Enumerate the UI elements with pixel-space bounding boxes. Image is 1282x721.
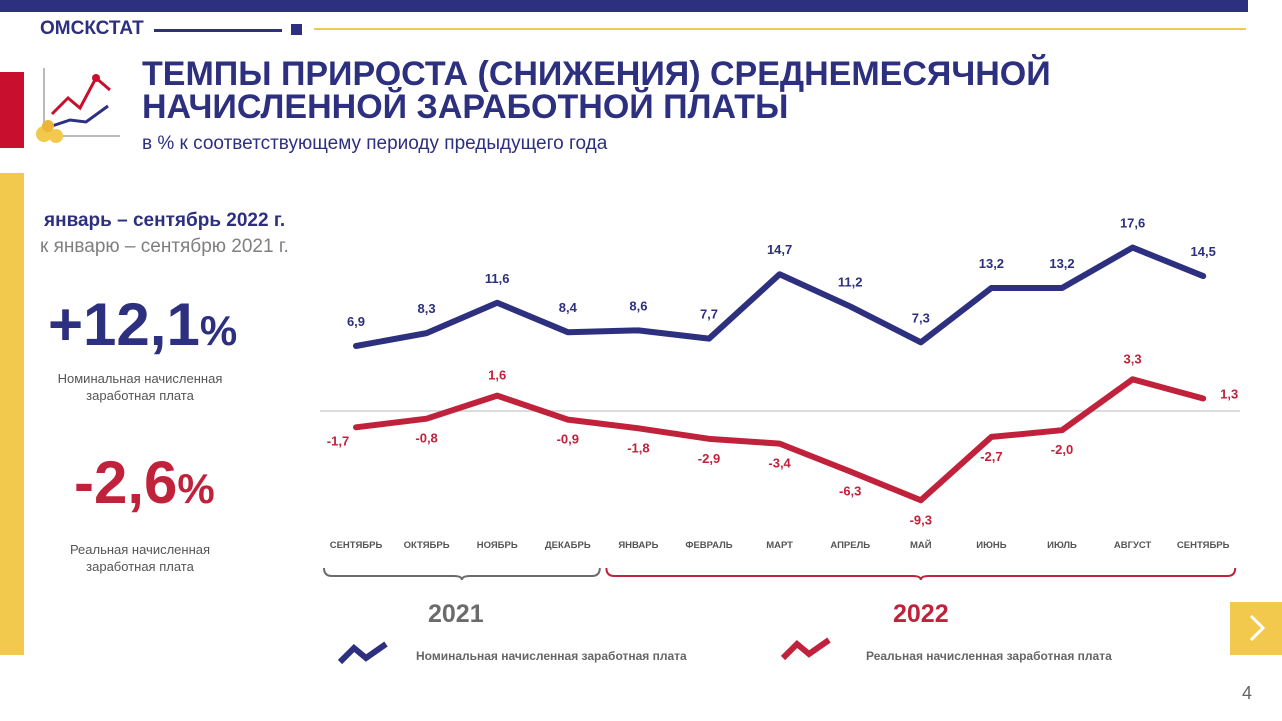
data-label-real: -6,3	[839, 483, 861, 498]
next-slide-button[interactable]	[1230, 602, 1282, 655]
data-label-real: -2,0	[1051, 442, 1073, 457]
data-label-nominal: 13,2	[979, 256, 1004, 271]
category-label: НОЯБРЬ	[477, 540, 518, 551]
data-label-real: -1,8	[627, 440, 649, 455]
top-bar	[0, 0, 1248, 12]
data-label-nominal: 7,3	[912, 310, 930, 325]
nominal-wage-value: +12,1%	[48, 290, 237, 359]
category-label: АПРЕЛЬ	[830, 540, 870, 551]
category-label: МАРТ	[766, 540, 793, 551]
nominal-caption-line-2: заработная плата	[86, 388, 194, 403]
year-bracket-2021	[323, 567, 601, 581]
real-wage-number: -2,6	[74, 449, 178, 516]
data-label-nominal: 14,5	[1191, 244, 1216, 259]
category-label: ИЮЛЬ	[1047, 540, 1077, 551]
data-label-nominal: 6,9	[347, 314, 365, 329]
data-label-real: -0,9	[557, 432, 579, 447]
data-label-nominal: 8,3	[418, 301, 436, 316]
nominal-wage-caption: Номинальная начисленная заработная плата	[50, 370, 230, 404]
nominal-caption-line-1: Номинальная начисленная	[57, 371, 223, 386]
chevron-right-icon	[1249, 614, 1266, 642]
data-label-nominal: 8,6	[629, 298, 647, 313]
period-label: январь – сентябрь 2022 г.	[44, 210, 286, 231]
legend-label-real: Реальная начисленная заработная плата	[866, 649, 1112, 663]
growth-chart-icon	[36, 68, 120, 143]
category-label: МАЙ	[910, 539, 932, 551]
category-label: ЯНВАРЬ	[618, 540, 658, 551]
base-period-label: к январю – сентябрю 2021 г.	[40, 236, 289, 257]
nominal-wage-unit: %	[199, 307, 238, 354]
year-label-2022: 2022	[893, 600, 949, 628]
page-title: ТЕМПЫ ПРИРОСТА (СНИЖЕНИЯ) СРЕДНЕМЕСЯЧНОЙ…	[142, 55, 1142, 126]
data-label-real: -9,3	[910, 512, 932, 527]
real-caption-line-1: Реальная начисленная	[69, 542, 211, 557]
header-rule-square	[291, 24, 302, 35]
data-label-real: 1,3	[1220, 387, 1238, 402]
real-caption-line-2: заработная плата	[86, 559, 194, 574]
category-label: АВГУСТ	[1114, 540, 1152, 551]
data-label-nominal: 14,7	[767, 242, 792, 257]
legend-label-nominal: Номинальная начисленная заработная плата	[416, 649, 687, 663]
page-number: 4	[1242, 683, 1253, 703]
category-label: СЕНТЯБРЬ	[1177, 540, 1230, 551]
data-label-nominal: 8,4	[559, 300, 578, 315]
year-bracket-2022	[605, 567, 1237, 581]
data-label-nominal: 17,6	[1120, 216, 1145, 231]
data-label-real: -2,7	[980, 449, 1002, 464]
year-label-2021: 2021	[428, 600, 484, 628]
category-label: ИЮНЬ	[976, 540, 1006, 551]
data-label-nominal: 11,6	[485, 271, 510, 286]
title-line-2: НАЧИСЛЕННОЙ ЗАРАБОТНОЙ ПЛАТЫ	[142, 88, 789, 126]
data-label-real: 1,6	[488, 368, 506, 383]
legend-swatch-nominal	[337, 641, 388, 665]
data-label-nominal: 11,2	[838, 274, 863, 289]
category-label: ОКТЯБРЬ	[404, 540, 450, 551]
real-wage-caption: Реальная начисленная заработная плата	[50, 541, 230, 575]
data-label-real: 3,3	[1124, 351, 1142, 366]
data-label-nominal: 7,7	[700, 307, 718, 322]
nominal-wage-number: +12,1	[48, 291, 200, 358]
real-wage-unit: %	[177, 465, 215, 512]
org-name: ОМСКСТАТ	[40, 18, 144, 39]
title-line-1: ТЕМПЫ ПРИРОСТА (СНИЖЕНИЯ) СРЕДНЕМЕСЯЧНОЙ	[142, 55, 1051, 93]
yellow-accent-bar	[0, 173, 24, 655]
data-label-real: -0,8	[415, 431, 437, 446]
series-line-nominal	[353, 244, 1207, 349]
page-subtitle: в % к соответствующему периоду предыдуще…	[142, 133, 608, 154]
category-label: ДЕКАБРЬ	[545, 540, 591, 551]
data-label-nominal: 13,2	[1049, 256, 1074, 271]
data-label-real: -2,9	[698, 451, 720, 466]
series-line-real	[353, 376, 1207, 504]
legend-swatch-real	[780, 637, 831, 661]
category-label: СЕНТЯБРЬ	[330, 540, 383, 551]
category-label: ФЕВРАЛЬ	[685, 540, 732, 551]
data-label-real: -1,7	[327, 433, 349, 448]
header-rule-yellow	[314, 28, 1246, 30]
data-label-real: -3,4	[768, 456, 791, 471]
header-rule-blue	[154, 29, 282, 32]
red-accent-tab	[0, 72, 24, 148]
real-wage-value: -2,6%	[74, 448, 215, 517]
